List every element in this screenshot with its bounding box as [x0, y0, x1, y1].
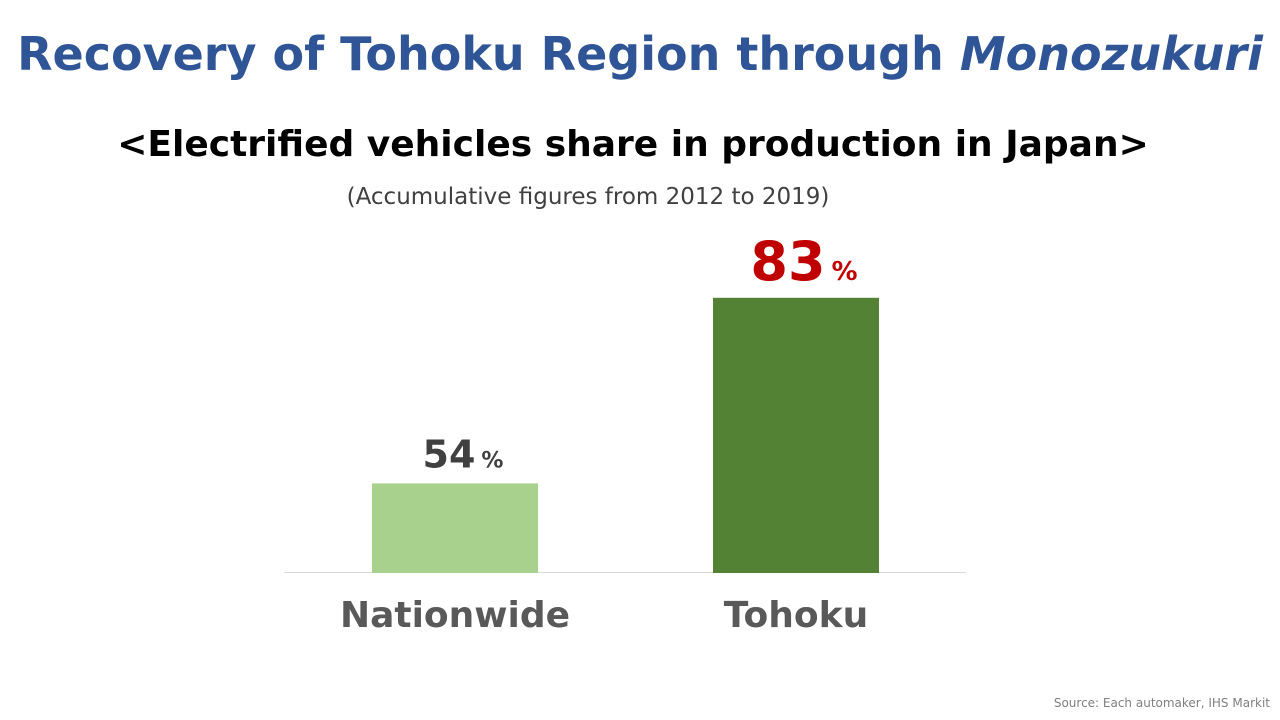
value-number: 83: [750, 230, 825, 293]
value-number: 54: [423, 432, 476, 476]
bar: [713, 297, 879, 573]
x-tick-label: Nationwide: [340, 595, 570, 636]
value-label: 83%: [750, 230, 857, 293]
title-text: Recovery of Tohoku Region through: [17, 27, 944, 81]
chart-title: <Electrified vehicles share in productio…: [117, 124, 1149, 165]
chart-subtitle: (Accumulative figures from 2012 to 2019): [347, 184, 830, 210]
page-title: Recovery of Tohoku Region through Monozu…: [17, 27, 1264, 81]
bar: [372, 483, 538, 573]
value-label: 54%: [423, 432, 504, 476]
title-emphasis: Monozukuri: [960, 27, 1264, 81]
value-unit: %: [832, 257, 858, 287]
value-unit: %: [481, 448, 503, 473]
x-tick-label: Tohoku: [724, 595, 868, 636]
source-note: Source: Each automaker, IHS Markit: [1054, 696, 1270, 710]
